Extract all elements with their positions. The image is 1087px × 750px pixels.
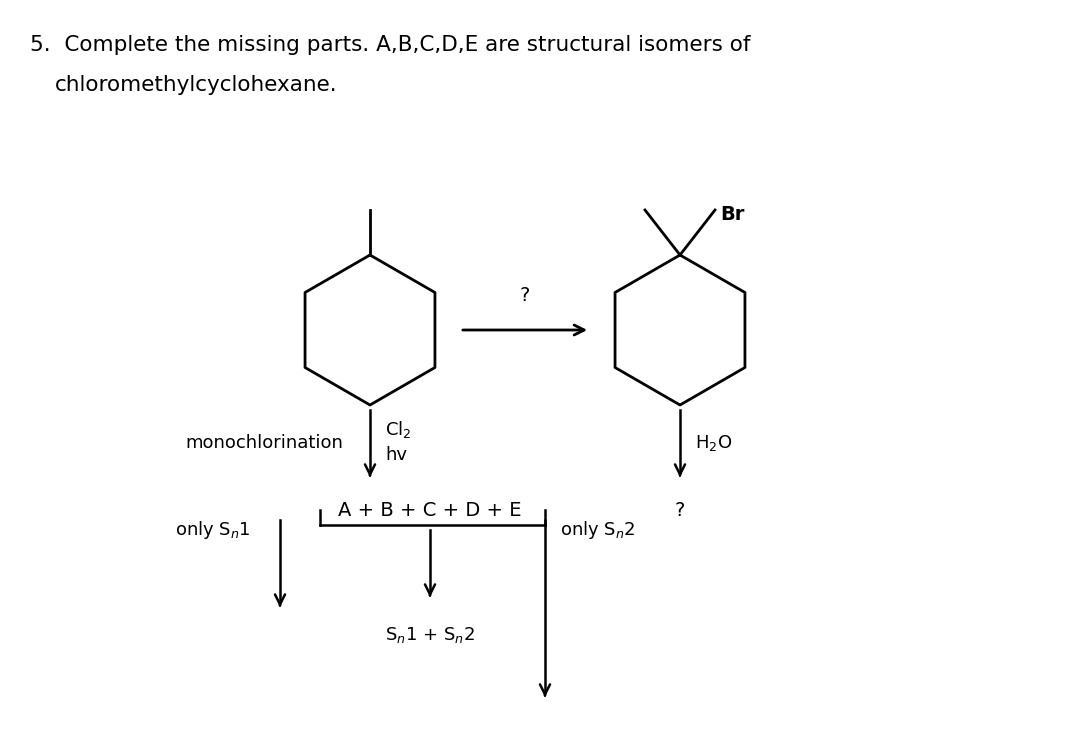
Text: H$_2$O: H$_2$O <box>695 433 733 453</box>
Text: chloromethylcyclohexane.: chloromethylcyclohexane. <box>55 75 338 95</box>
Text: A + B + C + D + E: A + B + C + D + E <box>338 500 522 520</box>
Text: only S$_n$2: only S$_n$2 <box>560 519 636 541</box>
Text: ?: ? <box>675 500 685 520</box>
Text: Cl$_2$: Cl$_2$ <box>385 419 412 440</box>
Text: hv: hv <box>385 446 407 464</box>
Text: monochlorination: monochlorination <box>185 434 342 452</box>
Text: 5.  Complete the missing parts. A,B,C,D,E are structural isomers of: 5. Complete the missing parts. A,B,C,D,E… <box>30 35 750 55</box>
Text: Br: Br <box>720 206 745 224</box>
Text: ?: ? <box>520 286 530 305</box>
Text: only S$_n$1: only S$_n$1 <box>175 519 251 541</box>
Text: S$_n$1 + S$_n$2: S$_n$1 + S$_n$2 <box>385 625 475 645</box>
